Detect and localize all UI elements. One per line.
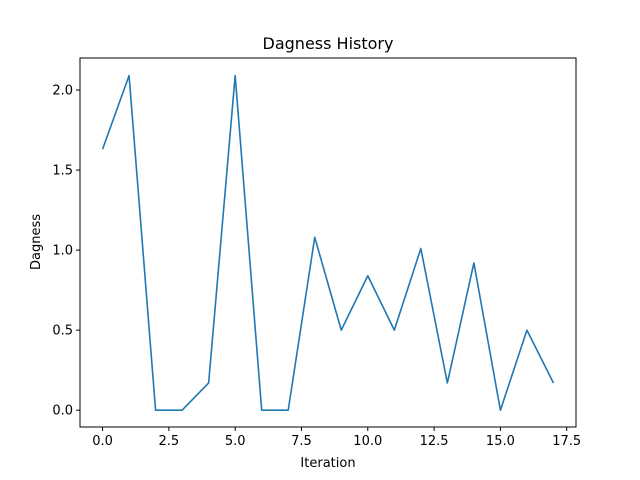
series-layer	[101, 74, 555, 411]
series-line	[101, 74, 555, 411]
y-tick-label: 2.0	[52, 84, 73, 99]
y-tick-label: 1.0	[52, 244, 73, 259]
x-tick-label: 5.0	[225, 434, 246, 449]
x-tick-label: 10.0	[353, 434, 382, 449]
x-tick-label: 7.5	[291, 434, 312, 449]
y-axis-label: Dagness	[29, 214, 44, 270]
x-axis-label: Iteration	[300, 456, 355, 471]
chart-title: Dagness History	[263, 34, 394, 53]
x-tick-label: 0.0	[92, 434, 113, 449]
x-tick-label: 12.5	[420, 434, 449, 449]
y-tick-label: 0.5	[52, 324, 73, 339]
plot-area-frame	[79, 57, 577, 428]
x-tick-label: 17.5	[552, 434, 581, 449]
y-axis: 0.0 0.5 1.0 1.5 2.0	[52, 84, 80, 419]
y-tick-label: 1.5	[52, 164, 73, 179]
y-tick-label: 0.0	[52, 404, 73, 419]
x-tick-label: 15.0	[486, 434, 515, 449]
x-tick-label: 2.5	[159, 434, 180, 449]
x-axis: 0.0 2.5 5.0 7.5 10.0 12.5 15.0 17.5	[92, 427, 581, 449]
